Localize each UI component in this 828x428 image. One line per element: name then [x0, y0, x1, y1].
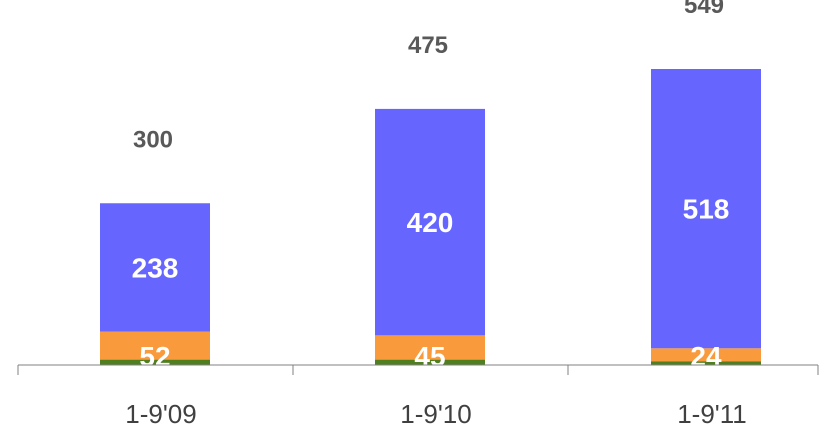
total-label-1: 300 — [133, 126, 173, 153]
category-label-2: 1-9'10 — [400, 399, 471, 428]
segment-label-3-1: 238 — [132, 252, 179, 283]
segment-labels-layer: 52 238 45 420 24 518 — [132, 194, 730, 372]
segment-label-3-2: 420 — [407, 207, 454, 238]
bar-segment-2-1 — [100, 331, 210, 360]
bar-segment-2-2 — [375, 335, 485, 360]
category-labels-layer: 1-9'09 1-9'10 1-9'11 — [125, 399, 747, 428]
bars-layer — [100, 69, 761, 365]
segment-label-2-2: 45 — [414, 341, 445, 372]
bar-segment-3-3 — [651, 69, 761, 349]
total-labels-layer: 300 475 549 — [133, 0, 724, 153]
total-label-2: 475 — [408, 32, 448, 59]
x-axis — [17, 364, 819, 375]
segment-label-2-3: 24 — [690, 341, 722, 372]
bar-segment-3-2 — [375, 108, 485, 336]
category-label-3: 1-9'11 — [677, 399, 747, 428]
bar-segment-2-3 — [651, 348, 761, 362]
category-label-1: 1-9'09 — [125, 399, 196, 428]
bar-segment-1-2 — [375, 359, 485, 365]
bar-segment-1-3 — [651, 361, 761, 365]
total-label-3: 549 — [684, 0, 724, 19]
bar-segment-1-1 — [100, 359, 210, 365]
segment-label-2-1: 52 — [139, 341, 170, 372]
segment-label-3-3: 518 — [683, 194, 730, 225]
bar-segment-3-1 — [100, 203, 210, 332]
